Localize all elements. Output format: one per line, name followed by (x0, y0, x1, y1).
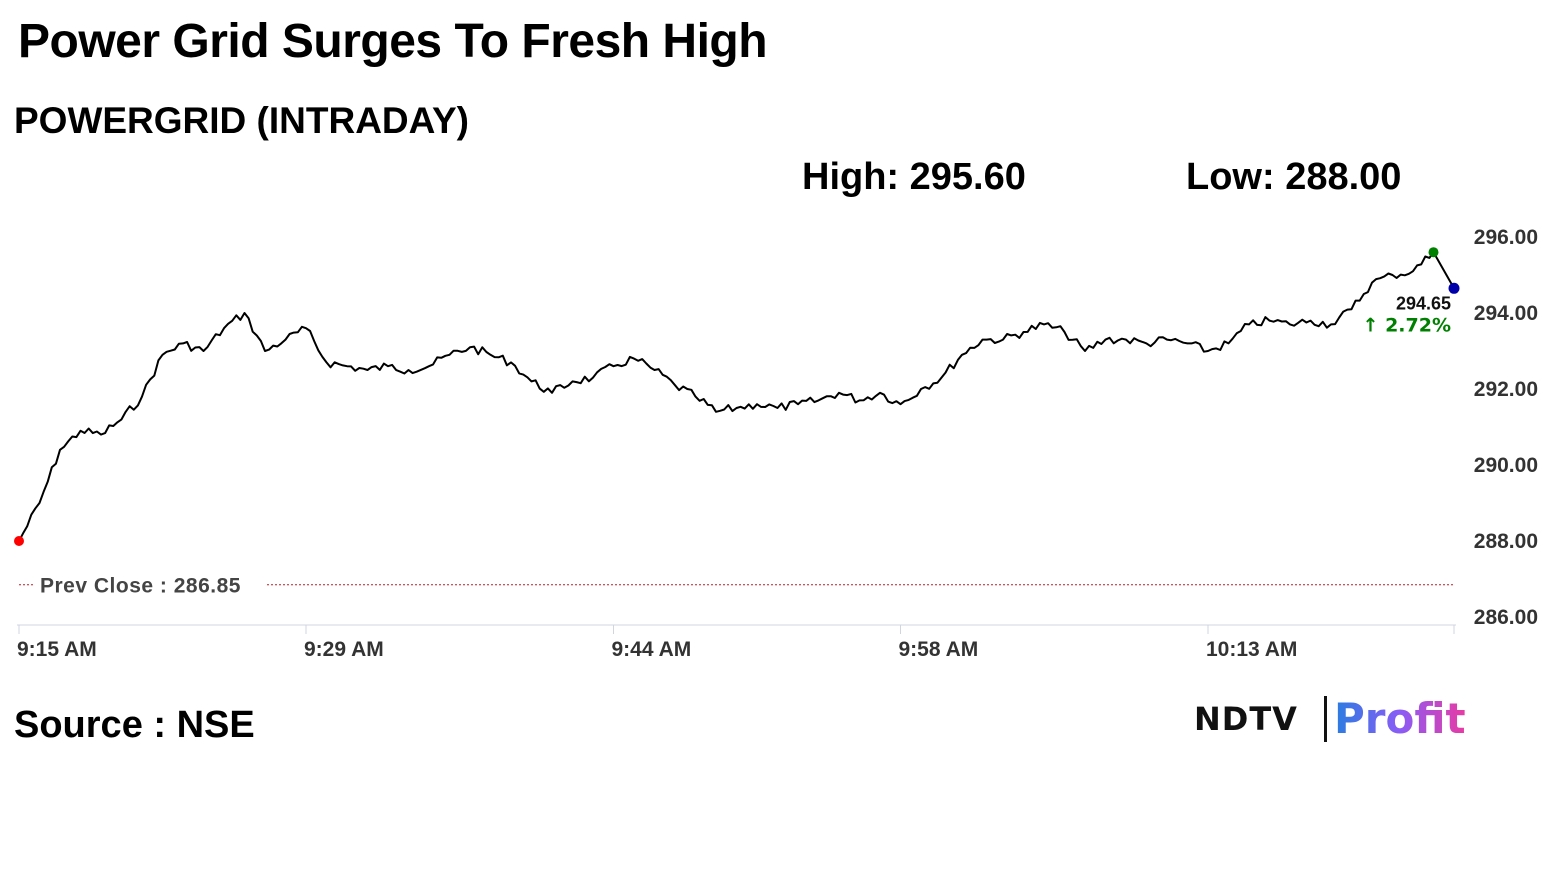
x-tick-label: 9:29 AM (304, 638, 384, 661)
headline: Power Grid Surges To Fresh High (18, 15, 768, 68)
x-tick-label: 9:58 AM (899, 638, 979, 661)
x-tick-label: 10:13 AM (1206, 638, 1297, 661)
source-note: Source : NSE (14, 704, 255, 746)
day-high-stat: High: 295.60 (802, 156, 1026, 198)
last-price-label: 294.65 (1396, 293, 1451, 313)
chart-subtitle: POWERGRID (INTRADAY) (14, 100, 469, 141)
prev-close-label-background (33, 570, 265, 599)
brand-ndtv-text: NDTV (1194, 700, 1298, 738)
day-high-marker (1428, 247, 1439, 258)
y-tick-label: 292.00 (1474, 378, 1538, 401)
x-tick-label: 9:44 AM (612, 638, 692, 661)
y-tick-label: 296.00 (1474, 226, 1538, 249)
ndtv-profit-logo: NDTV Profit (1194, 694, 1466, 743)
last-price-marker (1448, 282, 1460, 294)
brand-profit-text: Profit (1334, 694, 1466, 743)
price-series-line (18, 251, 1455, 542)
day-low-stat: Low: 288.00 (1186, 156, 1402, 198)
brand-divider (1324, 696, 1327, 742)
x-axis-ticks: 9:15 AM 9:29 AM 9:44 AM 9:58 AM 10:13 AM (17, 625, 1455, 661)
y-axis-ticks: 296.00 294.00 292.00 290.00 288.00 286.00 (1474, 226, 1538, 629)
change-percent-label: ↑ 2.72% (1363, 314, 1451, 336)
y-tick-label: 288.00 (1474, 530, 1538, 553)
y-tick-label: 294.00 (1474, 302, 1538, 325)
open-price-marker (14, 536, 24, 546)
y-tick-label: 286.00 (1474, 606, 1538, 629)
y-tick-label: 290.00 (1474, 454, 1538, 477)
prev-close-label: Prev Close : 286.85 (40, 575, 241, 598)
x-tick-label: 9:15 AM (17, 638, 97, 661)
